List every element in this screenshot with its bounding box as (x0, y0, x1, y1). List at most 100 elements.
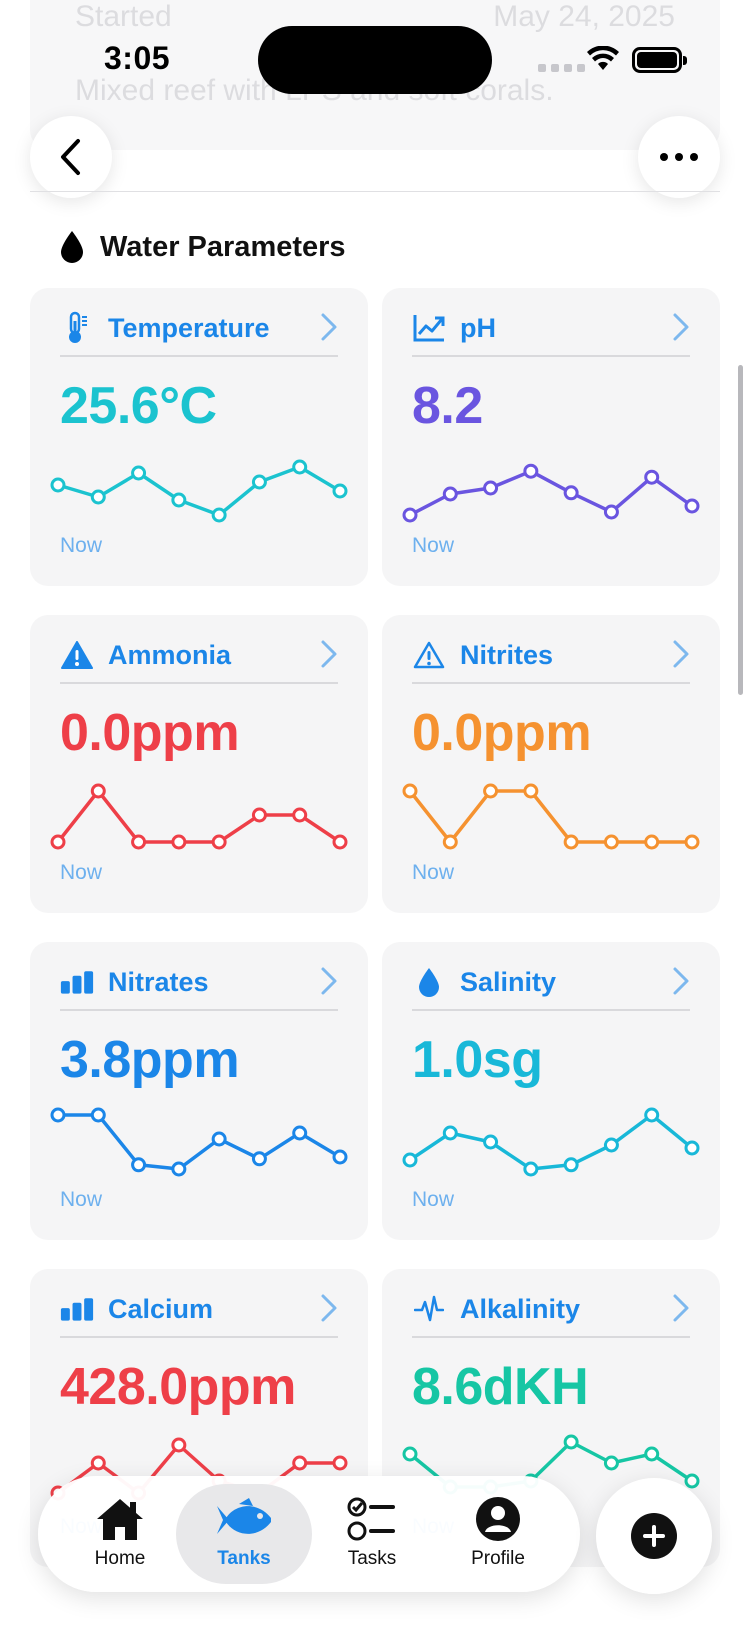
card-divider (412, 1336, 690, 1338)
started-label: Started (75, 0, 172, 33)
chevron-right-icon (672, 1293, 690, 1328)
parameter-card-ph[interactable]: pH 8.2 Now (382, 288, 720, 586)
chevron-right-icon (672, 312, 690, 347)
checklist-icon (347, 1497, 395, 1541)
trend-point (603, 504, 619, 520)
tab-label: Tanks (217, 1548, 271, 1569)
card-value: 8.6dKH (412, 1358, 589, 1416)
card-divider (60, 1009, 338, 1011)
trend-point (684, 1473, 700, 1489)
tab-home[interactable]: Home (52, 1484, 188, 1584)
card-header: Temperature (60, 308, 338, 348)
trend-sparkline (402, 783, 700, 850)
card-header: Nitrites (412, 635, 690, 675)
trend-point (332, 834, 348, 850)
trend-point (251, 474, 267, 490)
chevron-right-icon (672, 966, 690, 1001)
tab-label: Home (94, 1548, 146, 1569)
trend-point (90, 489, 106, 505)
card-timestamp: Now (60, 1188, 103, 1211)
section-title: Water Parameters (100, 230, 346, 263)
card-value: 1.0sg (412, 1031, 543, 1089)
trend-point (171, 492, 187, 508)
add-button[interactable] (596, 1478, 712, 1594)
tab-tasks[interactable]: Tasks (304, 1484, 440, 1584)
trend-point (292, 459, 308, 475)
trend-point (402, 1446, 418, 1462)
card-divider (60, 355, 338, 357)
card-divider (412, 1009, 690, 1011)
parameter-card-nitrates[interactable]: Nitrates 3.8ppm Now (30, 942, 368, 1240)
card-title: pH (460, 312, 496, 343)
trend-point (131, 465, 147, 481)
trend-sparkline (402, 1107, 700, 1177)
card-header: Ammonia (60, 635, 338, 675)
card-timestamp: Now (412, 861, 455, 884)
trend-point (50, 477, 66, 493)
tab-label: Tasks (347, 1548, 397, 1569)
trend-point (211, 507, 227, 523)
trend-point (563, 834, 579, 850)
card-title: Salinity (460, 966, 557, 997)
card-divider (412, 682, 690, 684)
parameter-card-ammonia[interactable]: Ammonia 0.0ppm Now (30, 615, 368, 913)
trend-point (332, 483, 348, 499)
battery-icon (632, 47, 687, 73)
trend-point (523, 463, 539, 479)
more-options-button[interactable] (638, 116, 720, 198)
status-bar: 3:05 (0, 0, 750, 120)
bar-chart-icon (60, 1292, 94, 1326)
water-drop-icon (61, 231, 83, 263)
card-title: Nitrites (460, 639, 554, 670)
scrollbar[interactable] (738, 365, 743, 695)
trend-sparkline (50, 459, 348, 523)
tab-bar: Home Tanks Tasks (38, 1476, 580, 1592)
tab-label: Profile (471, 1548, 525, 1569)
trend-point (402, 1152, 418, 1168)
tab-tanks[interactable]: Tanks (176, 1484, 312, 1584)
trend-point (211, 834, 227, 850)
cellular-signal-icon (538, 64, 585, 72)
trend-point (211, 1131, 227, 1147)
card-timestamp: Now (412, 1188, 455, 1211)
card-header: Nitrates (60, 962, 338, 1002)
card-timestamp: Now (412, 534, 455, 557)
chevron-right-icon (672, 639, 690, 674)
trend-sparkline (50, 783, 348, 850)
card-header: pH (412, 308, 690, 348)
card-divider (60, 1336, 338, 1338)
trend-line (408, 789, 692, 844)
card-title: Nitrates (108, 966, 209, 997)
card-timestamp: Now (60, 534, 103, 557)
card-title: Alkalinity (460, 1293, 581, 1324)
ellipsis-icon (660, 153, 698, 161)
parameter-card-nitrites[interactable]: Nitrites 0.0ppm Now (382, 615, 720, 913)
card-value: 428.0ppm (60, 1358, 296, 1416)
parameter-card-temperature[interactable]: Temperature 25.6°C Now (30, 288, 368, 586)
wifi-icon (587, 46, 619, 70)
tab-profile[interactable]: Profile (430, 1484, 566, 1584)
chevron-right-icon (320, 966, 338, 1001)
trend-point (90, 1107, 106, 1123)
card-value: 25.6°C (60, 377, 217, 435)
dynamic-island (258, 26, 492, 94)
card-value: 3.8ppm (60, 1031, 240, 1089)
trend-point (442, 834, 458, 850)
trend-point (603, 1455, 619, 1471)
trend-point (644, 834, 660, 850)
card-title: Ammonia (108, 639, 232, 670)
card-header: Salinity (412, 962, 690, 1002)
trend-line (56, 1443, 340, 1495)
trend-point (684, 1140, 700, 1156)
trend-point (50, 1107, 66, 1123)
trend-point (684, 498, 700, 514)
back-button[interactable] (30, 116, 112, 198)
drop-icon (412, 965, 446, 999)
trend-point (523, 1161, 539, 1177)
trend-point (171, 834, 187, 850)
fish-icon (217, 1498, 271, 1534)
trend-point (251, 1151, 267, 1167)
trend-point (442, 1125, 458, 1141)
parameter-card-salinity[interactable]: Salinity 1.0sg Now (382, 942, 720, 1240)
